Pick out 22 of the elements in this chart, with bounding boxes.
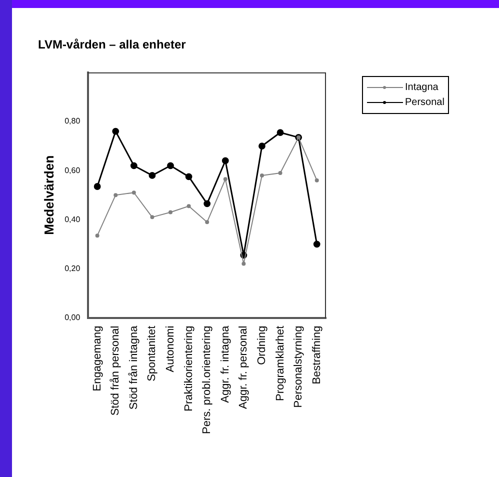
x-tick-label: Spontanitet bbox=[146, 326, 158, 382]
x-tick-label: Aggr. fr. personal bbox=[238, 326, 250, 409]
x-tick-label: Autonomi bbox=[164, 326, 177, 372]
legend-label: Intagna bbox=[405, 82, 438, 93]
y-tick-label: 0,00 bbox=[64, 312, 81, 322]
y-tick-label: 0,40 bbox=[64, 214, 81, 224]
y-axis-title: Medelvärden bbox=[41, 155, 56, 235]
x-tick-label: Bestraffning bbox=[310, 326, 323, 384]
x-tick-label: Personalstyrning bbox=[292, 326, 305, 408]
x-tick-label: Stöd från intagna bbox=[128, 324, 140, 410]
chart-title: LVM-vården – alla enheter bbox=[38, 38, 186, 52]
x-tick-label: Stöd från personal bbox=[110, 326, 122, 416]
x-tick-label: Praktikorientering bbox=[182, 326, 195, 412]
x-tick-label: Ordning bbox=[256, 326, 268, 365]
x-tick-label: Engagemang bbox=[91, 326, 104, 392]
y-tick-label: 0,80 bbox=[64, 116, 81, 126]
x-tick-label: Aggr. fr. intagna bbox=[219, 324, 232, 403]
legend-label: Personal bbox=[405, 97, 444, 108]
y-tick-label: 0,60 bbox=[64, 166, 81, 175]
x-tick-label: Programklarhet bbox=[274, 326, 286, 401]
x-tick-label: Pers. probl.orientering bbox=[201, 326, 214, 434]
y-tick-label: 0,20 bbox=[64, 264, 81, 273]
